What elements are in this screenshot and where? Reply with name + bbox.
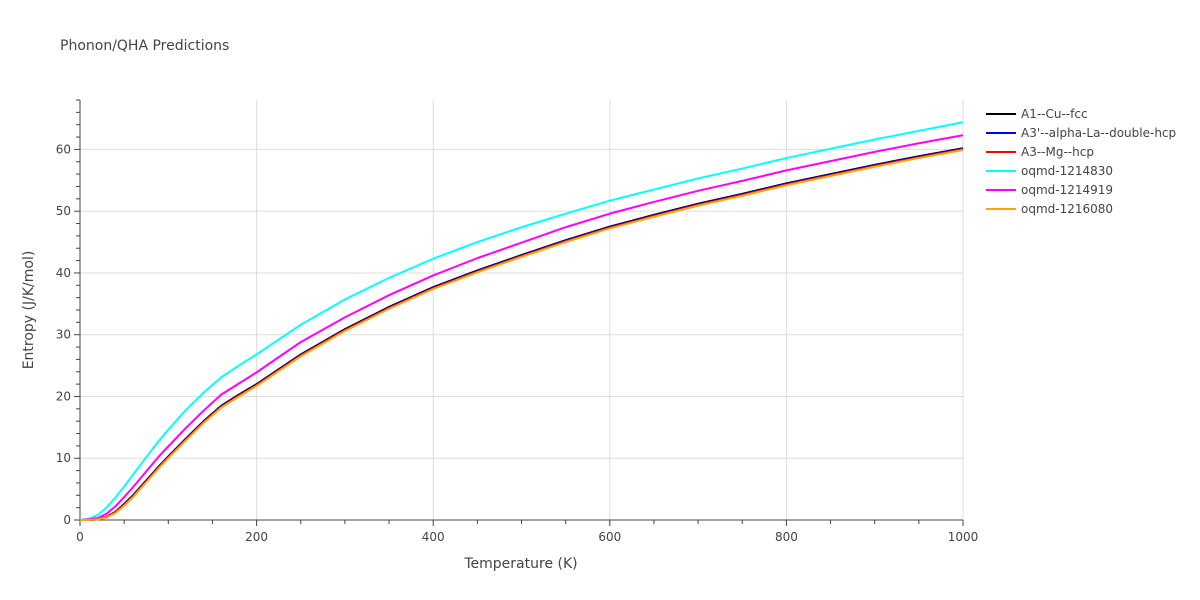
legend-item[interactable]: A1--Cu--fcc (986, 107, 1088, 121)
y-tick-labels: 0 10 20 30 40 50 60 (56, 142, 71, 527)
y-tick-label: 40 (56, 266, 71, 280)
x-tick-label: 0 (76, 530, 84, 544)
legend[interactable]: A1--Cu--fcc A3'--alpha-La--double-hcp A3--… (986, 107, 1176, 216)
legend-label: oqmd-1216080 (1021, 202, 1113, 216)
legend-label: A1--Cu--fcc (1021, 107, 1088, 121)
grid-lines (80, 100, 964, 520)
y-tick-label: 0 (63, 513, 71, 527)
x-tick-label: 200 (245, 530, 268, 544)
legend-item[interactable]: A3--Mg--hcp (986, 145, 1094, 159)
series-line-5 (80, 149, 964, 521)
y-tick-label: 60 (56, 142, 71, 156)
series-line-3 (79, 121, 964, 521)
legend-item[interactable]: oqmd-1214830 (986, 164, 1113, 178)
legend-item[interactable]: A3'--alpha-La--double-hcp (986, 126, 1176, 140)
series-lines (79, 121, 964, 521)
x-tick-label: 600 (598, 530, 621, 544)
x-axis-title: Temperature (K) (463, 556, 577, 572)
y-tick-label: 10 (56, 451, 71, 465)
legend-item[interactable]: oqmd-1216080 (986, 202, 1113, 216)
x-tick-label: 400 (422, 530, 445, 544)
legend-label: oqmd-1214830 (1021, 164, 1113, 178)
y-tick-label: 50 (56, 204, 71, 218)
y-tick-label: 20 (56, 389, 71, 403)
series-line-4 (79, 134, 964, 521)
series-line-0 (80, 147, 964, 521)
x-tick-labels: 0 200 400 600 800 1000 (76, 530, 978, 544)
y-axis-title: Entropy (J/K/mol) (21, 251, 37, 370)
legend-item[interactable]: oqmd-1214919 (986, 183, 1113, 197)
axes (74, 99, 964, 526)
legend-label: A3'--alpha-La--double-hcp (1021, 126, 1176, 140)
chart-title: Phonon/QHA Predictions (60, 38, 229, 54)
x-tick-label: 800 (775, 530, 798, 544)
y-tick-label: 30 (56, 328, 71, 342)
x-tick-label: 1000 (948, 530, 979, 544)
legend-label: oqmd-1214919 (1021, 183, 1113, 197)
legend-label: A3--Mg--hcp (1021, 145, 1094, 159)
